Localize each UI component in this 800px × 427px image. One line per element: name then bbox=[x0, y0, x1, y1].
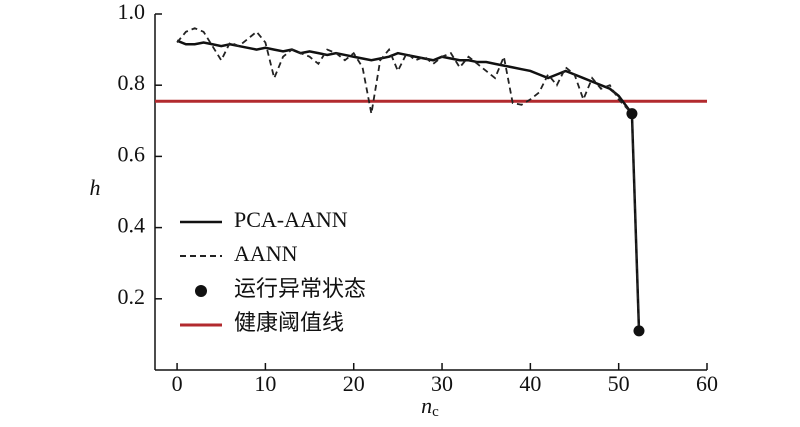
y-tick-label: 0.2 bbox=[118, 284, 146, 309]
x-tick-label: 0 bbox=[172, 371, 183, 396]
x-label-main: n bbox=[421, 393, 432, 418]
legend-swatch bbox=[195, 285, 207, 297]
legend-label: AANN bbox=[234, 241, 298, 266]
x-tick-label: 20 bbox=[343, 371, 365, 396]
y-axis-label: h bbox=[90, 175, 101, 200]
y-tick-label: 0.8 bbox=[118, 70, 146, 95]
x-tick-label: 30 bbox=[431, 371, 453, 396]
legend-label: 健康阈值线 bbox=[234, 310, 344, 335]
y-tick-label: 0.4 bbox=[118, 213, 146, 238]
legend-label: PCA-AANN bbox=[234, 207, 348, 232]
anomaly-point bbox=[626, 108, 638, 120]
x-tick-label: 60 bbox=[696, 371, 718, 396]
legend-label: 运行异常状态 bbox=[234, 276, 366, 301]
x-label-sub: c bbox=[432, 404, 439, 420]
y-tick-label: 1.0 bbox=[118, 0, 146, 24]
x-tick-label: 50 bbox=[608, 371, 630, 396]
x-tick-label: 40 bbox=[519, 371, 541, 396]
anomaly-point bbox=[633, 325, 645, 337]
series-line bbox=[176, 39, 641, 331]
x-axis-label: nc bbox=[421, 393, 439, 420]
series-line bbox=[176, 27, 640, 331]
y-tick-label: 0.6 bbox=[118, 141, 146, 166]
legend: PCA-AANN AANN 运行异常状态 健康阈值线 bbox=[180, 207, 366, 335]
x-tick-label: 10 bbox=[254, 371, 276, 396]
